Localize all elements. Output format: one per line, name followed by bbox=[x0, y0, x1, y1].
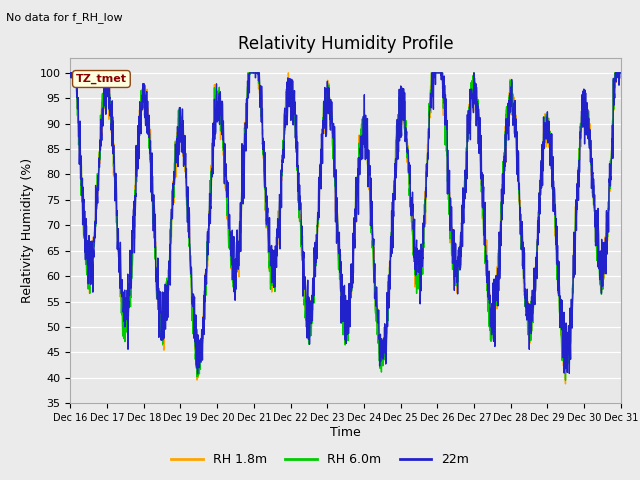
Title: Relativity Humidity Profile: Relativity Humidity Profile bbox=[238, 35, 453, 53]
X-axis label: Time: Time bbox=[330, 426, 361, 439]
Text: TZ_tmet: TZ_tmet bbox=[76, 74, 127, 84]
Text: No data for f_RH_low: No data for f_RH_low bbox=[6, 12, 123, 23]
Y-axis label: Relativity Humidity (%): Relativity Humidity (%) bbox=[21, 158, 34, 303]
Legend: RH 1.8m, RH 6.0m, 22m: RH 1.8m, RH 6.0m, 22m bbox=[166, 448, 474, 471]
